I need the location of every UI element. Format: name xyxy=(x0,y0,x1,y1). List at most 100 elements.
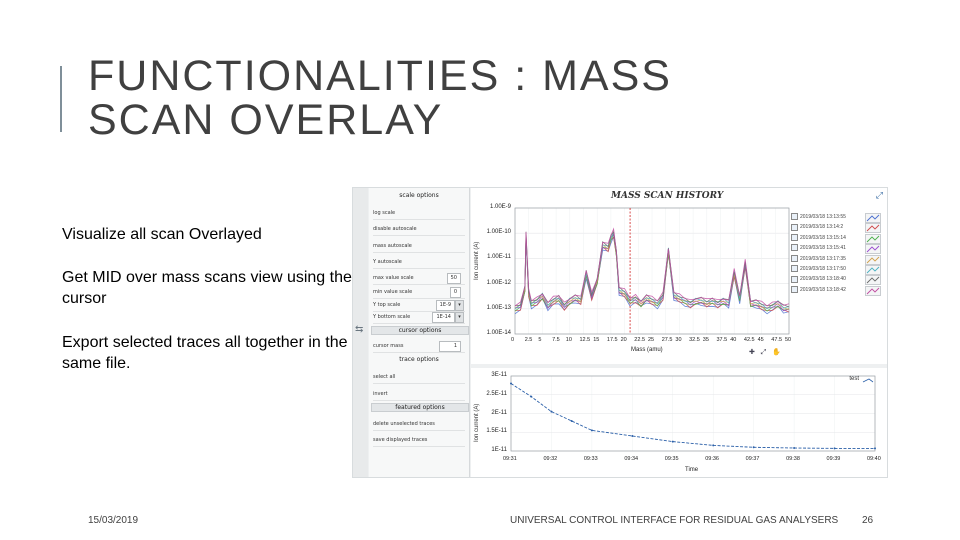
save-displayed-traces-button[interactable]: save displayed traces xyxy=(373,434,465,447)
log-scale-label: log scale xyxy=(373,210,396,216)
legend-checkbox[interactable] xyxy=(791,223,798,231)
min-value-scale-input[interactable]: 0 xyxy=(449,287,461,298)
time-xtick-label: 09:36 xyxy=(705,456,719,462)
mass-xtick-label: 37.5 xyxy=(716,337,728,343)
legend-item[interactable]: 2019/03/18 13:13:55 xyxy=(791,212,883,223)
legend-item[interactable]: 2019/03/18 13:17:35 xyxy=(791,254,883,265)
title-accent-bar xyxy=(60,66,62,132)
mass-chart-plot[interactable] xyxy=(471,188,887,364)
mass-xtick-label: 27.5 xyxy=(661,337,673,343)
legend-swatch xyxy=(865,264,881,275)
y-bottom-scale-label: Y bottom scale xyxy=(373,314,411,320)
footer-date: 15/03/2019 xyxy=(88,515,139,526)
legend-label: 2019/03/18 13:17:35 xyxy=(800,255,846,262)
legend-checkbox[interactable] xyxy=(791,265,798,273)
y-bottom-scale-input[interactable]: 1E-14 xyxy=(432,312,455,323)
select-all-button[interactable]: select all xyxy=(373,371,465,384)
legend-swatch xyxy=(865,275,881,286)
max-value-scale-input[interactable]: 50 xyxy=(446,273,461,284)
legend-swatch xyxy=(865,244,881,255)
mass-xtick-label: 42.5 xyxy=(743,337,755,343)
mass-xtick-label: 10 xyxy=(565,337,572,343)
legend-item[interactable]: 2019/03/18 13:14:2 xyxy=(791,222,883,234)
mass-ytick-label: 1.00E-14 xyxy=(486,330,511,336)
y-autoscale-toggle[interactable]: Y autoscale xyxy=(373,256,465,269)
options-panel: scale options log scale disable autoscal… xyxy=(369,188,470,477)
time-xtick-label: 09:35 xyxy=(664,456,679,462)
y-top-scale-dropdown-icon[interactable]: ▾ xyxy=(455,300,464,311)
mass-xtick-label: 35 xyxy=(702,337,709,343)
legend-item[interactable]: 2019/03/18 13:18:42 xyxy=(791,285,883,296)
time-series-point xyxy=(530,395,533,398)
mass-xtick-label: 45 xyxy=(757,337,764,343)
mass-chart-title: MASS SCAN HISTORY xyxy=(611,191,724,201)
swap-arrows-icon[interactable]: ⇆ xyxy=(355,324,364,335)
invert-label: invert xyxy=(373,391,388,397)
mass-xtick-label: 15 xyxy=(593,337,600,343)
legend-label: 2019/03/18 13:18:42 xyxy=(800,286,846,293)
legend-label: 2019/03/18 13:18:40 xyxy=(800,276,846,283)
min-value-scale-row: min value scale 0 xyxy=(373,286,465,299)
legend-item[interactable]: 2019/03/18 13:18:40 xyxy=(791,274,883,286)
disable-autoscale-toggle[interactable]: disable autoscale xyxy=(373,223,465,236)
cursor-mass-input[interactable]: 1 xyxy=(439,341,461,352)
time-series-point xyxy=(712,444,715,447)
time-xtick-label: 09:39 xyxy=(826,456,841,462)
time-series-point xyxy=(510,382,512,385)
log-scale-toggle[interactable]: log scale xyxy=(373,207,465,220)
cursor-options-header: cursor options xyxy=(371,326,469,335)
mass-autoscale-label: mass autoscale xyxy=(373,243,412,249)
time-ytick-label: 2.5E-11 xyxy=(486,390,507,397)
cursor-mass-row: cursor mass 1 xyxy=(373,340,465,353)
time-series-point xyxy=(590,429,593,432)
time-series-point xyxy=(570,420,573,422)
slide-title-line-2: SCAN OVERLAY xyxy=(88,96,444,144)
slide-title-line-1: FUNCTIONALITIES : MASS xyxy=(88,52,672,100)
mass-autoscale-toggle[interactable]: mass autoscale xyxy=(373,240,465,253)
time-series-line[interactable] xyxy=(510,383,875,449)
scale-options-header: scale options xyxy=(399,192,439,199)
time-xtick-label: 09:38 xyxy=(786,456,800,462)
mass-ytick-label: 1.00E-11 xyxy=(487,254,511,261)
time-ytick-label: 3E-11 xyxy=(491,372,507,378)
mass-chart-xlabel: Mass (amu) xyxy=(631,347,663,353)
legend-item[interactable]: 2019/03/18 13:15:14 xyxy=(791,233,883,244)
bullet-visualize: Visualize all scan Overlayed xyxy=(62,226,262,243)
collapse-strip[interactable] xyxy=(353,188,368,477)
time-series-point xyxy=(874,447,876,450)
delete-unselected-traces-button[interactable]: delete unselected traces xyxy=(373,418,465,431)
time-chart-plot[interactable] xyxy=(471,368,887,477)
bullet-export: Export selected traces all together in t… xyxy=(62,334,348,372)
mass-series-line[interactable] xyxy=(514,232,790,312)
legend-checkbox[interactable] xyxy=(791,213,798,221)
invert-button[interactable]: invert xyxy=(373,388,465,401)
legend-checkbox[interactable] xyxy=(791,275,798,283)
min-value-scale-label: min value scale xyxy=(373,289,413,295)
mass-scan-chart[interactable]: MASS SCAN HISTORY ⤢ Ion current (A) 1.00… xyxy=(471,188,887,364)
y-top-scale-input[interactable]: 1E-9 xyxy=(435,300,455,311)
time-series-point xyxy=(671,440,674,443)
mass-xtick-label: 30 xyxy=(675,337,682,343)
mass-series-line[interactable] xyxy=(514,227,790,307)
legend-item[interactable]: 2019/03/18 13:17:50 xyxy=(791,264,883,275)
time-xtick-label: 09:32 xyxy=(543,456,558,462)
mass-chart-legend: 2019/03/18 13:13:55 2019/03/18 13:14:2 201… xyxy=(791,212,883,296)
legend-checkbox[interactable] xyxy=(791,244,798,252)
footer-text: UNIVERSAL CONTROL INTERFACE FOR RESIDUAL… xyxy=(510,515,839,526)
cursor-mass-label: cursor mass xyxy=(373,343,404,349)
time-plot-frame xyxy=(510,375,876,452)
expand-icon[interactable]: ⤢ xyxy=(875,190,883,200)
time-chart[interactable]: Ion current (A) 3E-11 2.5E-11 2E-11 1.5E-11… xyxy=(471,368,887,477)
bullet-get-mid: Get MID over mass scans view using the c… xyxy=(62,269,352,307)
graph-tools[interactable]: ✚ ⤢ ✋ xyxy=(749,349,784,356)
legend-checkbox[interactable] xyxy=(791,233,798,241)
mass-xtick-label: 17.5 xyxy=(606,337,618,343)
y-bottom-scale-dropdown-icon[interactable]: ▾ xyxy=(455,312,464,323)
legend-checkbox[interactable] xyxy=(791,254,798,262)
time-xtick-label: 09:31 xyxy=(503,456,517,462)
time-series-point xyxy=(631,435,634,437)
time-series-point xyxy=(550,410,553,413)
legend-item[interactable]: 2019/03/18 13:15:41 xyxy=(791,243,883,255)
time-xtick-label: 09:33 xyxy=(583,456,598,462)
legend-checkbox[interactable] xyxy=(791,285,798,293)
